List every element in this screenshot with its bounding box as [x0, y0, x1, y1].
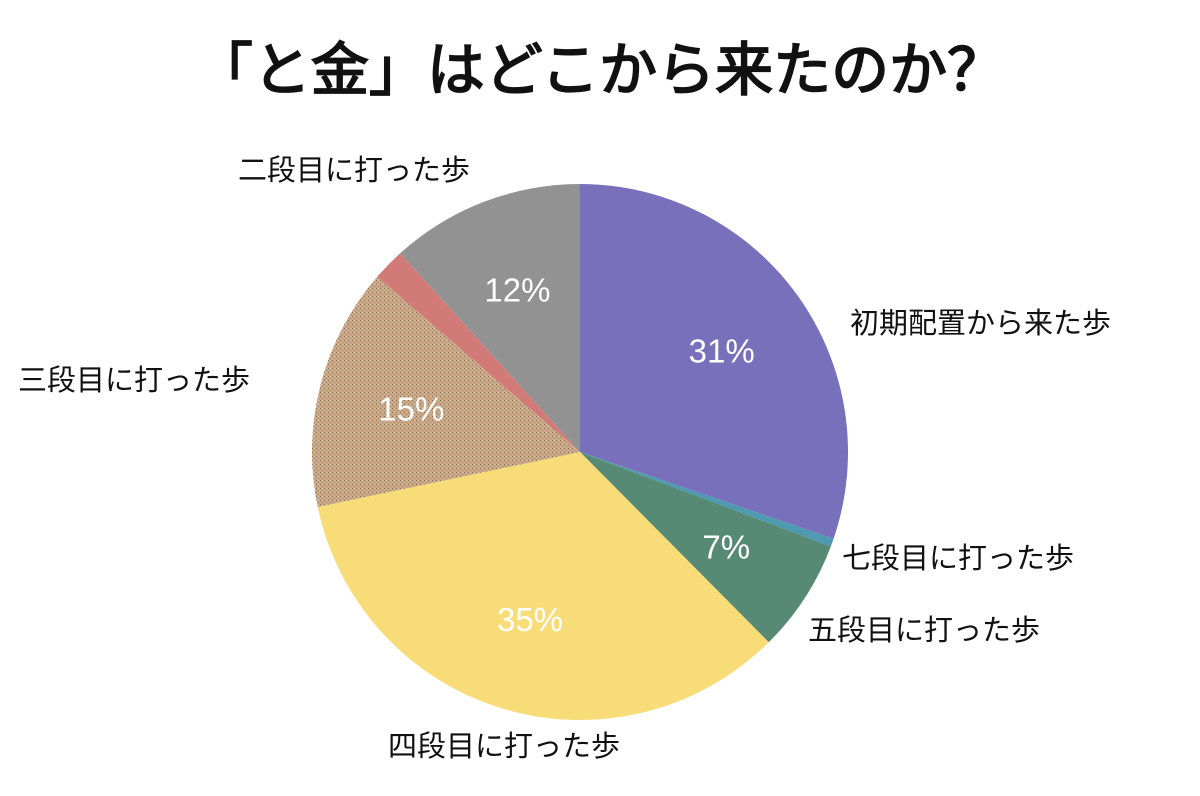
- pie-slice-category-label: 初期配置から来た歩: [850, 306, 1111, 340]
- pie-slice-percent-label: 31%: [689, 333, 755, 370]
- pie-slice-category-label: 二段目に打った歩: [238, 153, 470, 187]
- pie-slice-4: [311, 276, 580, 508]
- pie-slice-percent-label: 35%: [497, 601, 563, 638]
- chart-title: 「と金」はどこから来たのか？: [195, 36, 1005, 104]
- pie-slice-percent-label: 15%: [378, 390, 444, 427]
- pie-slice-category-label: 三段目に打った歩: [18, 363, 250, 397]
- pie-slice-2: [580, 452, 831, 643]
- pie-slice-percent-label: 7%: [702, 529, 750, 566]
- pie-slice-category-label: 七段目に打った歩: [842, 541, 1074, 575]
- pie-slices: [311, 184, 848, 721]
- pie-slice-category-label: 四段目に打った歩: [388, 729, 620, 763]
- pie-slice-3: [317, 452, 769, 721]
- pie-slice-5: [377, 253, 580, 452]
- pie-slice-0: [580, 184, 848, 539]
- pie-percentage-labels: 31% 7% 35% 15% 12%: [378, 272, 754, 638]
- pie-slice-1: [580, 452, 834, 547]
- pie-slice-percent-label: 12%: [484, 272, 550, 309]
- pie-slice-6: [400, 184, 580, 452]
- pie-slice-category-label: 五段目に打った歩: [808, 613, 1040, 647]
